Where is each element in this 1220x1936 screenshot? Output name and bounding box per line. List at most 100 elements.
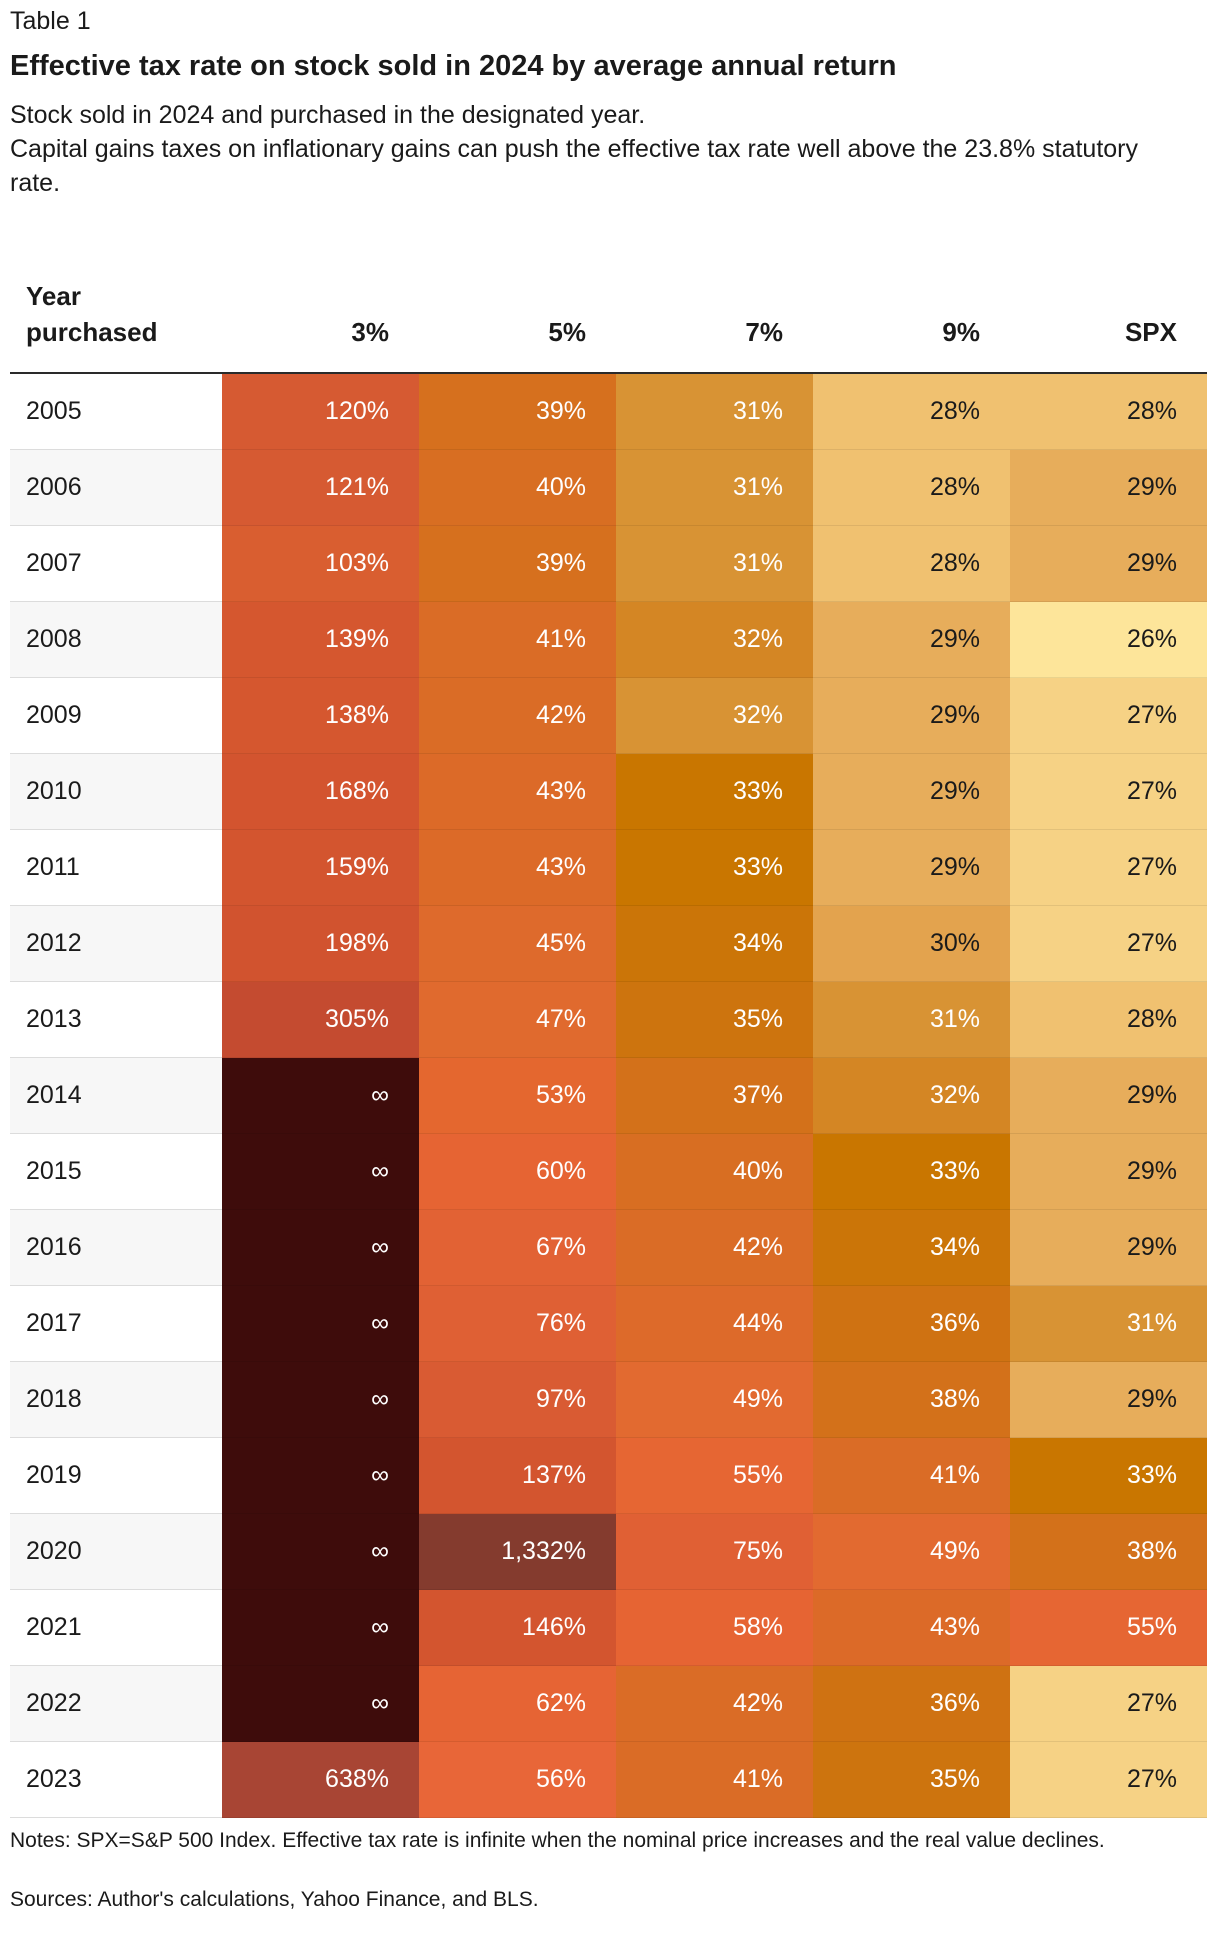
heatmap-cell: 27% (1010, 829, 1207, 906)
row-year: 2010 (10, 753, 222, 830)
heatmap-cell: ∞ (222, 1589, 419, 1666)
heatmap-cell: 39% (419, 373, 616, 450)
row-year: 2009 (10, 677, 222, 754)
heatmap-cell: 28% (1010, 981, 1207, 1058)
heatmap-cell: 41% (419, 601, 616, 678)
row-year: 2017 (10, 1285, 222, 1362)
row-year: 2018 (10, 1361, 222, 1438)
row-year: 2012 (10, 905, 222, 982)
heatmap-cell: 28% (1010, 373, 1207, 450)
heatmap-cell: 29% (1010, 1361, 1207, 1438)
table-row: 2014 ∞ 53% 37% 32% 29% (10, 1057, 1207, 1134)
heatmap-cell: 29% (813, 829, 1010, 906)
heatmap-cell: 42% (419, 677, 616, 754)
heatmap-cell: 103% (222, 525, 419, 602)
table-title: Effective tax rate on stock sold in 2024… (10, 50, 897, 82)
heatmap-cell: 44% (616, 1285, 813, 1362)
heatmap-cell: 31% (813, 981, 1010, 1058)
heatmap-cell: ∞ (222, 1209, 419, 1286)
heatmap-cell: 1,332% (419, 1513, 616, 1590)
header-purchased-word: purchased (26, 317, 158, 347)
header-year-word: Year (26, 281, 81, 311)
heatmap-cell: 638% (222, 1741, 419, 1818)
column-header: 7% (745, 317, 783, 347)
row-year: 2011 (10, 829, 222, 906)
heatmap-cell: 121% (222, 449, 419, 526)
heatmap-cell: 42% (616, 1665, 813, 1742)
row-year: 2016 (10, 1209, 222, 1286)
table-row: 2012 198% 45% 34% 30% 27% (10, 905, 1207, 982)
heatmap-cell: 33% (616, 753, 813, 830)
heatmap-cell: 32% (616, 677, 813, 754)
heatmap-cell: 28% (813, 449, 1010, 526)
row-year: 2022 (10, 1665, 222, 1742)
heatmap-cell: 43% (419, 829, 616, 906)
heatmap-cell: 58% (616, 1589, 813, 1666)
heatmap-cell: 139% (222, 601, 419, 678)
heatmap-cell: 42% (616, 1209, 813, 1286)
heatmap-cell: ∞ (222, 1133, 419, 1210)
row-year: 2005 (10, 373, 222, 450)
heatmap-cell: 39% (419, 525, 616, 602)
heatmap-cell: ∞ (222, 1513, 419, 1590)
heatmap-cell: ∞ (222, 1437, 419, 1514)
heatmap-cell: 41% (813, 1437, 1010, 1514)
table-subtitle: Stock sold in 2024 and purchased in the … (10, 98, 1190, 200)
heatmap-cell: 29% (813, 753, 1010, 830)
heatmap-cell: 97% (419, 1361, 616, 1438)
row-year: 2015 (10, 1133, 222, 1210)
heatmap-cell: 40% (616, 1133, 813, 1210)
heatmap-cell: 32% (616, 601, 813, 678)
column-header-year: Year purchased (10, 250, 222, 373)
table-row: 2021 ∞ 146% 58% 43% 55% (10, 1589, 1207, 1666)
heatmap-cell: 43% (813, 1589, 1010, 1666)
heatmap-cell: 27% (1010, 753, 1207, 830)
heatmap-cell: 29% (1010, 525, 1207, 602)
heatmap-cell: 33% (1010, 1437, 1207, 1514)
table-row: 2020 ∞ 1,332% 75% 49% 38% (10, 1513, 1207, 1590)
heatmap-cell: 34% (813, 1209, 1010, 1286)
table-row: 2008 139% 41% 32% 29% 26% (10, 601, 1207, 678)
row-year: 2023 (10, 1741, 222, 1818)
heatmap-cell: 40% (419, 449, 616, 526)
heatmap-cell: 27% (1010, 677, 1207, 754)
heatmap-cell: ∞ (222, 1057, 419, 1134)
heatmap-cell: 305% (222, 981, 419, 1058)
table-row: 2007 103% 39% 31% 28% 29% (10, 525, 1207, 602)
heatmap-cell: 29% (1010, 1133, 1207, 1210)
row-year: 2007 (10, 525, 222, 602)
heatmap-cell: 47% (419, 981, 616, 1058)
heatmap-cell: 137% (419, 1437, 616, 1514)
heatmap-table: Year purchased 3% 5% 7% 9% SPX 2005 120% 39… (10, 250, 1207, 1818)
table-row: 2015 ∞ 60% 40% 33% 29% (10, 1133, 1207, 1210)
heatmap-cell: ∞ (222, 1285, 419, 1362)
heatmap-cell: 26% (1010, 601, 1207, 678)
heatmap-cell: 28% (813, 373, 1010, 450)
heatmap-cell: 38% (1010, 1513, 1207, 1590)
heatmap-cell: 36% (813, 1665, 1010, 1742)
row-year: 2021 (10, 1589, 222, 1666)
subtitle-line-2: Capital gains taxes on inflationary gain… (10, 135, 1138, 197)
heatmap-cell: 138% (222, 677, 419, 754)
heatmap-cell: 43% (419, 753, 616, 830)
heatmap-cell: 31% (1010, 1285, 1207, 1362)
heatmap-cell: 29% (813, 677, 1010, 754)
heatmap-cell: 31% (616, 525, 813, 602)
heatmap-cell: 55% (616, 1437, 813, 1514)
heatmap-cell: 29% (1010, 449, 1207, 526)
column-header: 9% (942, 317, 980, 347)
table-row: 2016 ∞ 67% 42% 34% 29% (10, 1209, 1207, 1286)
heatmap-cell: 45% (419, 905, 616, 982)
row-year: 2006 (10, 449, 222, 526)
table-row: 2011 159% 43% 33% 29% 27% (10, 829, 1207, 906)
heatmap-cell: 49% (616, 1361, 813, 1438)
table-label: Table 1 (10, 7, 91, 35)
heatmap-cell: 36% (813, 1285, 1010, 1362)
table-row: 2006 121% 40% 31% 28% 29% (10, 449, 1207, 526)
heatmap-cell: 29% (1010, 1057, 1207, 1134)
heatmap-cell: ∞ (222, 1361, 419, 1438)
heatmap-cell: 55% (1010, 1589, 1207, 1666)
row-year: 2008 (10, 601, 222, 678)
table-row: 2018 ∞ 97% 49% 38% 29% (10, 1361, 1207, 1438)
